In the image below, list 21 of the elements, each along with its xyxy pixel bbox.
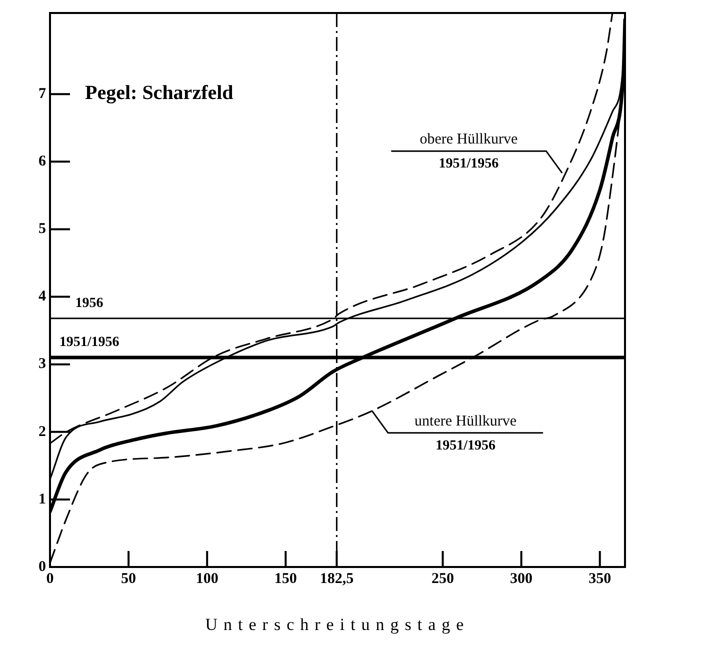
y-tick-label: 6: [38, 154, 46, 170]
annotation: 1956: [75, 296, 104, 311]
y-tick-label: 3: [38, 356, 46, 372]
annotation: 1951/1956: [59, 335, 120, 350]
x-axis-title: Unterschreitungstage: [204, 615, 471, 635]
x-tick-label: 182,5: [320, 570, 354, 587]
y-tick-label: 7: [38, 86, 46, 102]
x-tick-label: 250: [432, 570, 454, 587]
annotation: untere Hüllkurve 1951/1956: [414, 413, 517, 454]
y-tick-label: 1: [38, 491, 46, 508]
text: Pegel: Scharzfeld: [85, 82, 234, 104]
y-tick-label: 5: [38, 221, 46, 238]
annotation: obere Hüllkurve 1951/1956: [420, 132, 518, 172]
x-tick-label: 350: [588, 570, 612, 587]
y-tick-label: 0: [38, 558, 46, 575]
x-tick-label: 150: [274, 570, 297, 587]
y-tick-label: 4: [38, 288, 46, 305]
x-tick-label: 300: [510, 570, 533, 587]
x-tick-label: 50: [121, 570, 136, 587]
x-tick-label: 100: [196, 570, 218, 587]
y-tick-label: 2: [38, 424, 46, 440]
